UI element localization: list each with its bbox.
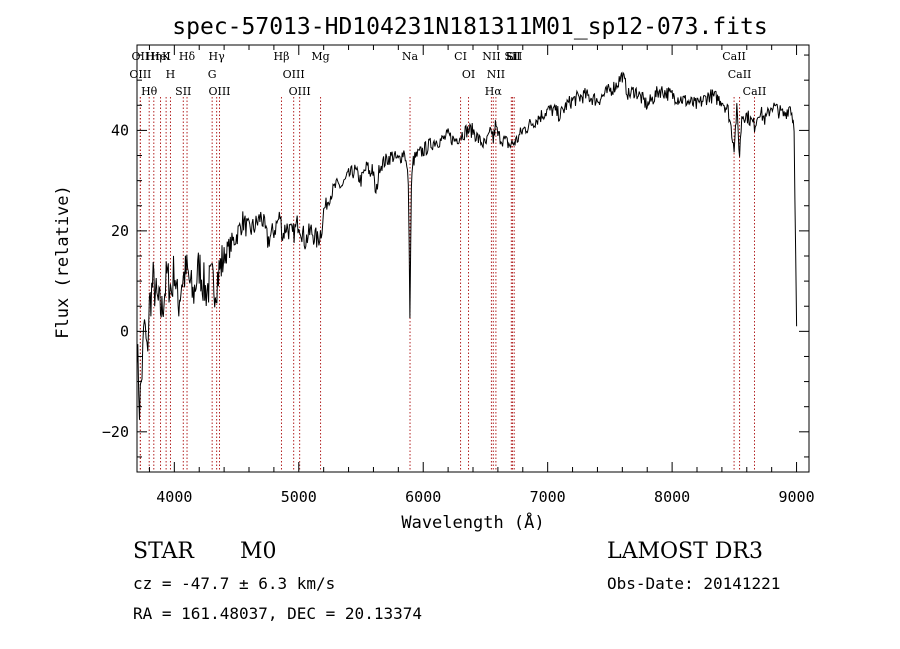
x-tick-label: 8000	[654, 488, 690, 506]
x-tick-label: 9000	[778, 488, 814, 506]
line-marker-label: Hβ	[274, 50, 290, 63]
line-marker-label: Na	[402, 50, 419, 63]
line-marker-label: SII	[175, 85, 191, 98]
line-marker-label: NII	[482, 50, 500, 63]
line-marker-label: CaII	[728, 68, 752, 81]
line-marker-label: H	[166, 68, 176, 81]
line-marker-label: Hθ	[141, 85, 158, 98]
y-tick-label: 40	[111, 121, 129, 139]
line-marker-label: CaII	[743, 85, 767, 98]
line-marker-label: Hα	[485, 85, 503, 98]
line-marker-label: SII	[506, 50, 522, 63]
y-axis-label: Flux (relative)	[53, 185, 73, 339]
line-marker-label: OIII	[283, 68, 305, 81]
y-tick-label: 20	[111, 222, 129, 240]
y-tick-label: −20	[102, 423, 129, 441]
redshift-velocity: cz = -47.7 ± 6.3 km/s	[133, 574, 336, 593]
observation-date: Obs-Date: 20141221	[607, 574, 781, 593]
line-marker-label: K	[162, 50, 171, 63]
x-tick-label: 6000	[405, 488, 441, 506]
x-tick-label: 7000	[530, 488, 566, 506]
chart-title: spec-57013-HD104231N181311M01_sp12-073.f…	[172, 14, 767, 40]
line-marker-label: OIII	[208, 85, 230, 98]
line-marker-label: OII	[132, 50, 150, 63]
line-marker-label: Li	[506, 50, 517, 63]
x-axis-label: Wavelength (Å)	[401, 511, 544, 533]
object-class: STAR	[133, 539, 194, 564]
line-marker-label: SII	[504, 50, 520, 63]
line-marker-label: OIII	[129, 68, 151, 81]
line-marker-label: Hη	[146, 50, 162, 63]
line-marker-label: G	[208, 68, 217, 81]
line-marker-label: OI	[462, 68, 475, 81]
line-marker-label: Mg	[311, 50, 329, 63]
y-tick-label: 0	[120, 322, 129, 340]
x-tick-label: 5000	[281, 488, 317, 506]
survey-name: LAMOST DR3	[607, 539, 763, 564]
line-marker-label: Hγ	[209, 50, 226, 63]
object-subclass: M0	[240, 539, 277, 564]
line-marker-label: NII	[487, 68, 505, 81]
line-marker-label: HeI	[150, 50, 170, 63]
line-marker-label: CaII	[722, 50, 746, 63]
x-tick-label: 4000	[156, 488, 192, 506]
coordinates: RA = 161.48037, DEC = 20.13374	[133, 604, 422, 623]
spectrum-line	[136, 71, 798, 420]
line-marker-label: OIII	[289, 85, 311, 98]
line-marker-label: Hδ	[179, 50, 196, 63]
plot-frame	[136, 44, 810, 473]
line-marker-label: CI	[454, 50, 467, 63]
